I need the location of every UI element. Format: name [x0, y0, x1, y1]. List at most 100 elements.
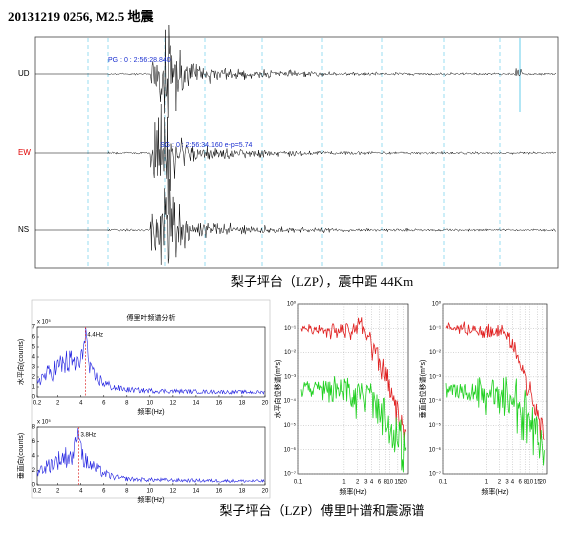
x-tick-label: 4 — [511, 480, 515, 486]
caption: 梨子坪台（LZP）傅里叶谱和震源谱 — [219, 503, 424, 518]
spectrum — [36, 427, 265, 483]
y-tick-label: 5 — [32, 345, 36, 351]
x-axis-label: 频率(Hz) — [339, 487, 366, 496]
y-tick-label: 10⁻³ — [284, 374, 296, 380]
y-tick-label: 4 — [32, 355, 36, 361]
x-tick-label: 6 — [378, 480, 382, 486]
x-axis-label: 频率(Hz) — [137, 495, 164, 504]
x-tick-label: 14 — [193, 401, 200, 407]
x-axis-label: 频率(Hz) — [481, 487, 508, 496]
x-tick-label: 6 — [102, 489, 106, 495]
x-tick-label: 0.1 — [294, 480, 303, 486]
x-tick-label: 6 — [518, 480, 522, 486]
waveform — [107, 24, 557, 118]
waveform — [107, 179, 557, 265]
spectrum — [445, 376, 545, 466]
spectrum — [300, 317, 407, 442]
peak-label: 4.4Hz — [87, 333, 103, 339]
y-tick-label: 10⁻⁵ — [429, 422, 442, 429]
waveform — [107, 103, 557, 215]
x-tick-label: 2 — [56, 401, 60, 407]
seismogram-frame — [34, 36, 559, 269]
x-tick-label: 0.2 — [33, 489, 42, 495]
y-tick-label: 10⁻⁴ — [429, 398, 442, 405]
multiplier: x 10⁵ — [37, 319, 51, 326]
y-tick-label: 10⁻³ — [429, 374, 441, 380]
x-tick-label: 20 — [262, 489, 269, 495]
spectrum — [445, 321, 545, 440]
x-tick-label: 20 — [262, 401, 269, 407]
x-tick-label: 18 — [239, 489, 246, 495]
x-tick-label: 4 — [79, 489, 83, 495]
spectrum — [36, 327, 265, 395]
trace-label: NS — [18, 225, 29, 234]
y-tick-label: 10⁻⁶ — [429, 446, 442, 453]
x-tick-label: 0.1 — [439, 480, 448, 486]
x-tick-label: 2 — [56, 489, 60, 495]
peak-label: 3.8Hz — [80, 433, 96, 439]
x-tick-label: 8 — [384, 480, 388, 486]
x-tick-label: 14 — [193, 489, 200, 495]
y-tick-label: 2 — [32, 375, 36, 381]
chart-title: 傅里叶频谱分析 — [127, 313, 176, 322]
y-axis-label: 水平向(counts) — [16, 339, 25, 385]
y-tick-label: 6 — [32, 335, 36, 341]
y-tick-label: 10⁻⁷ — [284, 471, 296, 478]
x-tick-label: 0.2 — [33, 401, 42, 407]
x-tick-label: 10 — [526, 480, 533, 486]
axes — [36, 326, 266, 398]
title: 20131219 0256, M2.5 地震 — [8, 9, 155, 24]
trace-label: EW — [18, 148, 31, 157]
y-tick-label: 6 — [32, 439, 36, 445]
y-tick-label: 10⁻² — [284, 350, 296, 356]
x-tick-label: 3 — [364, 480, 368, 486]
x-tick-label: 16 — [216, 401, 223, 407]
y-tick-label: 10⁻⁶ — [284, 446, 297, 453]
x-tick-label: 10 — [147, 401, 154, 407]
caption: 梨子坪台（LZP），震中距 44Km — [231, 274, 413, 289]
x-tick-label: 16 — [216, 489, 223, 495]
pick-label: SG : 0 : 2:56:34.160 e-p=5.74 — [160, 142, 253, 149]
x-tick-label: 15 — [534, 480, 541, 486]
y-tick-label: 0 — [32, 395, 36, 401]
x-tick-label: 8 — [125, 489, 129, 495]
x-tick-label: 20 — [539, 480, 546, 486]
y-axis-label: 水平向位移谱(m*s) — [273, 360, 282, 419]
x-tick-label: 12 — [170, 401, 177, 407]
x-tick-label: 4 — [79, 401, 83, 407]
x-tick-label: 12 — [170, 489, 177, 495]
x-tick-label: 8 — [125, 401, 129, 407]
y-tick-label: 10⁻² — [429, 350, 441, 356]
x-axis-label: 频率(Hz) — [137, 407, 164, 416]
x-tick-label: 6 — [102, 401, 106, 407]
y-axis-label: 垂直向位移谱(m*s) — [418, 360, 427, 419]
axes — [442, 303, 548, 475]
spectrum — [300, 376, 407, 473]
pick-label: PG : 0 : 2:56:28.840 — [108, 57, 171, 64]
fourier-frame — [31, 299, 271, 499]
y-tick-label: 10⁰ — [287, 301, 297, 308]
x-tick-label: 4 — [370, 480, 374, 486]
y-tick-label: 10⁻¹ — [284, 326, 296, 332]
x-tick-label: 20 — [400, 480, 407, 486]
x-tick-label: 2 — [498, 480, 502, 486]
y-tick-label: 7 — [32, 325, 36, 331]
y-tick-label: 10⁻¹ — [429, 326, 441, 332]
y-tick-label: 10⁻⁷ — [429, 471, 441, 478]
x-tick-label: 3 — [505, 480, 509, 486]
y-axis-label: 垂直向(counts) — [16, 433, 25, 479]
trace-label: UD — [18, 69, 30, 78]
y-tick-label: 3 — [32, 365, 36, 371]
y-tick-label: 10⁰ — [432, 301, 442, 308]
x-tick-label: 10 — [147, 489, 154, 495]
y-tick-label: 8 — [32, 425, 36, 431]
y-tick-label: 10⁻⁴ — [284, 398, 297, 405]
x-tick-label: 2 — [356, 480, 360, 486]
y-tick-label: 10⁻⁵ — [284, 422, 297, 429]
y-tick-label: 0 — [32, 483, 36, 489]
x-tick-label: 1 — [485, 480, 489, 486]
x-tick-label: 8 — [524, 480, 528, 486]
x-tick-label: 15 — [394, 480, 401, 486]
x-tick-label: 1 — [342, 480, 346, 486]
